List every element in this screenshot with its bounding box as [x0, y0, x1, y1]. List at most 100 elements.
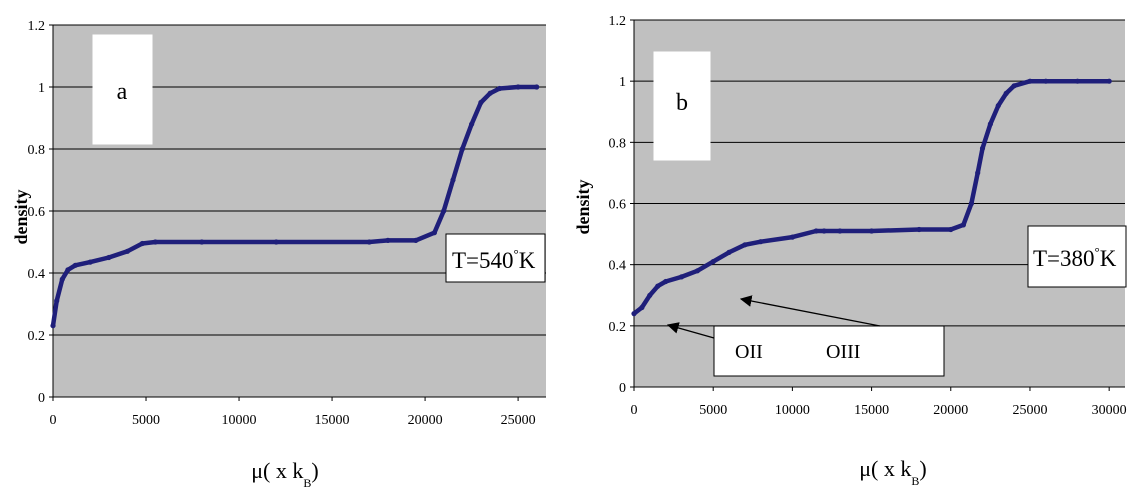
x-tick-label: 15000	[854, 403, 889, 418]
data-point	[789, 234, 796, 240]
data-point	[496, 85, 503, 92]
data-point	[726, 249, 732, 255]
x-axis-label-a: μ( x kB)	[251, 458, 318, 490]
x-axis-label-b: μ( x kB)	[859, 456, 926, 488]
data-point	[87, 259, 93, 265]
x-tick-label: 0	[631, 403, 638, 418]
data-point	[1074, 78, 1081, 84]
data-point	[469, 121, 475, 127]
x-tick-label: 5000	[132, 413, 160, 428]
data-point	[694, 268, 701, 274]
phase-label-box-b: OII OIII	[713, 325, 945, 377]
temperature-label-a: T=540°K	[452, 246, 536, 273]
temperature-label-b: T=380°K	[1033, 244, 1117, 271]
y-tick-label: 1.2	[28, 19, 46, 34]
data-point	[1106, 78, 1112, 84]
x-tick-label: 20000	[408, 413, 443, 428]
data-point	[678, 274, 685, 280]
x-tick-labels-a: 0 5000 10000 15000 20000 25000	[50, 397, 536, 428]
arrow-oii	[666, 322, 715, 339]
data-point	[106, 254, 112, 261]
data-point	[995, 103, 1001, 109]
series-line-b	[631, 78, 1112, 317]
data-point	[366, 239, 372, 245]
data-point	[987, 121, 994, 127]
data-point	[869, 228, 875, 234]
x-tick-label: 15000	[315, 413, 350, 428]
data-point	[124, 248, 130, 254]
data-point	[1011, 83, 1017, 89]
phase-label-oiii: OIII	[826, 341, 860, 363]
data-point	[1027, 78, 1033, 84]
data-point	[1043, 78, 1049, 84]
data-point	[916, 226, 922, 233]
data-point	[487, 90, 493, 96]
x-tick-label: 5000	[699, 403, 727, 418]
data-point	[631, 311, 637, 317]
temperature-box-b: T=380°K	[1027, 225, 1127, 288]
data-point	[385, 237, 391, 243]
data-point	[54, 298, 60, 304]
data-point	[72, 262, 78, 268]
y-tick-labels-b: 0 0.2 0.4 0.6 0.8 1 1.2	[609, 14, 634, 396]
data-point	[441, 208, 447, 214]
y-tick-label: 0.2	[609, 320, 627, 335]
x-tick-label: 10000	[222, 413, 257, 428]
y-tick-label: 0.2	[28, 329, 46, 344]
data-point	[663, 278, 669, 285]
x-tick-label: 30000	[1092, 403, 1127, 418]
data-point	[968, 200, 975, 207]
data-point	[1003, 90, 1009, 96]
data-point	[199, 239, 205, 245]
data-point	[50, 323, 56, 329]
data-point	[59, 276, 65, 282]
phase-label-oii: OII	[735, 341, 763, 363]
x-tick-label: 25000	[501, 413, 536, 428]
y-tick-labels-a: 0 0.2 0.4 0.6 0.8 1 1.2	[28, 19, 53, 406]
y-tick-label: 0.8	[28, 143, 46, 158]
data-point	[948, 226, 954, 233]
data-point	[813, 228, 819, 234]
panel-label-box-a: a	[92, 34, 153, 145]
y-tick-label: 1	[619, 75, 626, 90]
x-tick-labels-b: 0 5000 10000 15000 20000 25000 30000	[631, 387, 1127, 418]
y-axis-label-b: density	[573, 179, 593, 234]
y-axis-label-a: density	[11, 189, 31, 244]
y-tick-label: 0.6	[28, 205, 46, 220]
data-point	[742, 242, 748, 248]
data-point	[821, 228, 827, 234]
chart-panel-a: 0 0.2 0.4 0.6 0.8 1 1.2 0 5000 10000 15000 20000 25…	[11, 19, 546, 490]
y-tick-label: 0	[619, 381, 626, 396]
data-point	[975, 170, 981, 176]
x-tick-label: 20000	[933, 403, 968, 418]
x-tick-label: 10000	[775, 403, 810, 418]
y-tick-label: 1	[38, 81, 45, 96]
data-point	[639, 304, 645, 311]
x-tick-label: 25000	[1012, 403, 1047, 418]
panel-label-a: a	[117, 79, 128, 105]
y-tick-label: 1.2	[609, 14, 627, 29]
x-tick-label: 0	[50, 413, 57, 428]
data-point	[139, 240, 145, 247]
panel-label-box-b: b	[653, 51, 711, 161]
data-point	[837, 228, 843, 234]
data-point	[431, 230, 437, 236]
data-point	[534, 84, 540, 90]
data-point	[710, 259, 716, 265]
y-tick-label: 0.4	[28, 267, 46, 282]
phase-arrows-b	[666, 295, 881, 339]
data-point	[960, 222, 967, 228]
chart-panel-b: 0 0.2 0.4 0.6 0.8 1 1.2 0 5000 10000 15000 20000 25…	[573, 14, 1127, 488]
data-point	[655, 283, 661, 289]
data-point	[758, 239, 764, 245]
y-tick-label: 0.6	[609, 198, 627, 213]
data-point	[65, 267, 71, 273]
y-tick-label: 0	[38, 391, 45, 406]
panel-label-b: b	[676, 90, 688, 116]
data-point	[647, 292, 653, 298]
data-point	[459, 146, 465, 152]
series-line-a	[50, 84, 540, 329]
data-point	[273, 239, 279, 245]
temperature-box-a: T=540°K	[445, 233, 546, 283]
